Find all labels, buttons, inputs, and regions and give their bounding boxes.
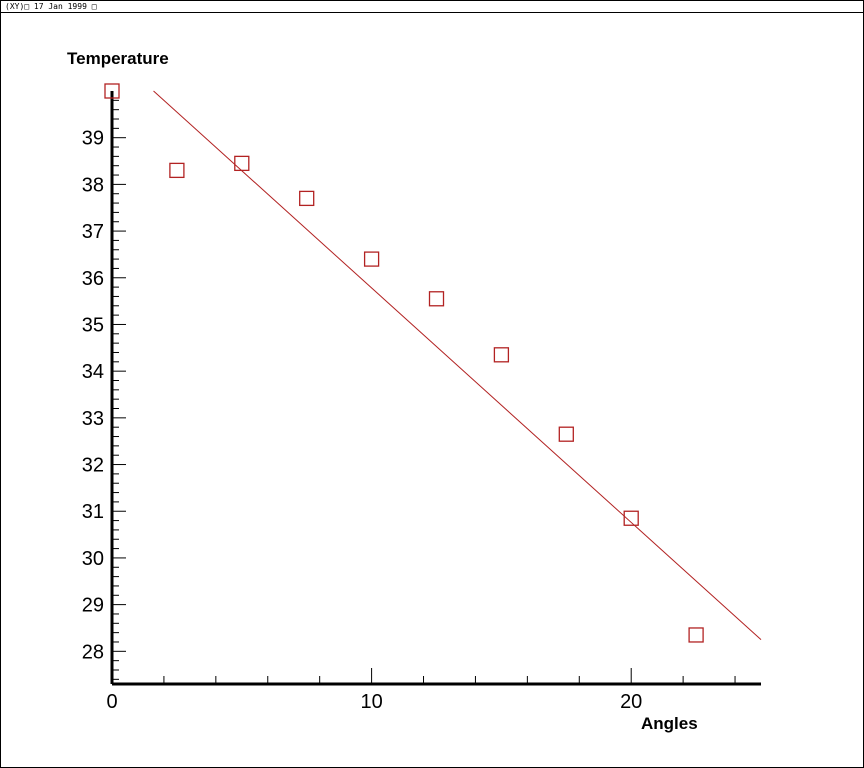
y-tick-label: 34: [82, 361, 104, 383]
header-text: (XY)□ 17 Jan 1999 □: [5, 2, 97, 11]
x-tick-label: 0: [106, 691, 117, 713]
y-tick-label: 35: [82, 314, 104, 336]
axes: 28 29 30 31 32 33 34 35 36 37 38 39 0 10 20: [82, 91, 761, 713]
data-point: [558, 426, 574, 442]
data-point: [623, 510, 639, 526]
data-point: [428, 291, 445, 307]
header-bar: (XY)□ 17 Jan 1999 □: [1, 1, 863, 13]
y-tick-label: 37: [82, 221, 104, 243]
y-tick-label: 38: [82, 174, 104, 196]
y-tick-label: 32: [82, 455, 104, 477]
y-tick-label: 30: [82, 548, 104, 570]
x-tick-label: 10: [360, 691, 382, 713]
y-tick-label: 29: [82, 595, 104, 617]
data-point: [688, 627, 704, 643]
x-axis-title: Angles: [641, 714, 698, 733]
data-point: [493, 347, 510, 363]
y-tick-label: 36: [82, 268, 104, 290]
y-tick-label: 28: [82, 641, 104, 663]
data-point: [234, 155, 250, 172]
data-point: [363, 251, 380, 267]
x-tick-label: 20: [620, 691, 642, 713]
data-point: [104, 83, 120, 99]
fit-line: [153, 90, 762, 641]
y-tick-label: 33: [82, 408, 104, 430]
fit-line-layer: [153, 90, 762, 641]
data-points: [104, 83, 704, 643]
data-point: [169, 162, 185, 179]
y-axis-title: Temperature: [67, 49, 169, 68]
y-tick-label: 39: [82, 128, 104, 150]
data-point: [299, 190, 315, 207]
y-tick-label: 31: [82, 501, 104, 523]
